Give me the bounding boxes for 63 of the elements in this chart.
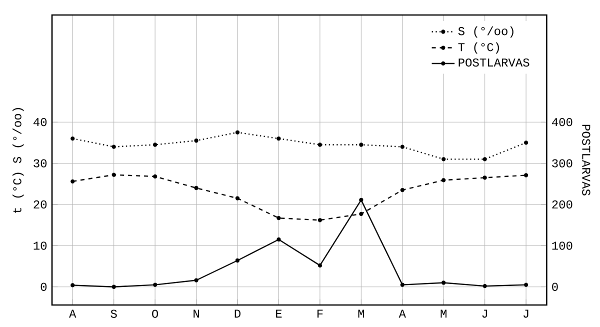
x-tick-label: J: [482, 310, 488, 318]
point: [152, 282, 158, 287]
point: [194, 138, 198, 143]
point: [70, 136, 75, 141]
y-tick-label: 10: [34, 242, 47, 250]
x-tick-label: J: [523, 310, 528, 318]
point: [112, 284, 116, 289]
point: [318, 142, 322, 147]
y-axis-title: t (°C) S (°/oo): [12, 108, 24, 213]
x-tick-label: N: [194, 310, 199, 318]
point: [524, 282, 528, 287]
point: [318, 263, 322, 268]
point: [276, 136, 281, 141]
point: [482, 176, 487, 180]
point: [359, 212, 364, 216]
point: [276, 237, 281, 242]
point: [152, 174, 158, 179]
y2-tick-label: 400: [552, 118, 572, 126]
y2-tick-label: 0: [552, 282, 558, 291]
y2-tick-label: 100: [552, 242, 572, 250]
x-tick-label: O: [152, 310, 158, 318]
x-tick-label: M: [440, 310, 446, 318]
y-tick-label: 30: [34, 159, 47, 168]
point: [442, 157, 446, 162]
point: [152, 142, 158, 147]
point: [235, 196, 240, 200]
point: [276, 216, 281, 220]
legend-label: S (°/oo): [458, 26, 514, 38]
x-tick-label: A: [398, 310, 406, 318]
point: [112, 172, 116, 177]
point: [70, 283, 75, 288]
point: [112, 144, 116, 149]
x-tick-label: A: [69, 310, 76, 318]
y-tick-label: 0: [40, 282, 47, 291]
point: [400, 188, 404, 192]
point: [359, 198, 364, 202]
point: [442, 178, 446, 182]
x-tick-label: S: [110, 310, 117, 318]
point: [70, 179, 75, 184]
legend-label: T (°C): [458, 42, 500, 54]
y-tick-label: 40: [34, 118, 47, 126]
point: [482, 284, 487, 288]
point: [194, 278, 198, 282]
point: [442, 280, 446, 285]
y2-axis-title: POSTLARVAS: [582, 124, 590, 196]
x-tick-label: M: [358, 310, 364, 318]
point: [194, 186, 198, 190]
point: [524, 140, 528, 145]
point: [318, 218, 322, 222]
point: [235, 130, 240, 134]
point: [482, 157, 487, 162]
point: [524, 173, 528, 178]
point: [400, 282, 404, 287]
point: [235, 258, 240, 263]
y2-tick-label: 300: [552, 159, 572, 168]
legend-label: POSTLARVAS: [458, 58, 530, 67]
y-tick-label: 20: [34, 200, 47, 209]
x-tick-label: F: [317, 310, 323, 318]
point: [400, 144, 404, 149]
y2-tick-label: 200: [552, 200, 572, 209]
x-tick-label: E: [276, 310, 282, 318]
x-tick-label: D: [234, 310, 240, 318]
point: [359, 142, 364, 147]
